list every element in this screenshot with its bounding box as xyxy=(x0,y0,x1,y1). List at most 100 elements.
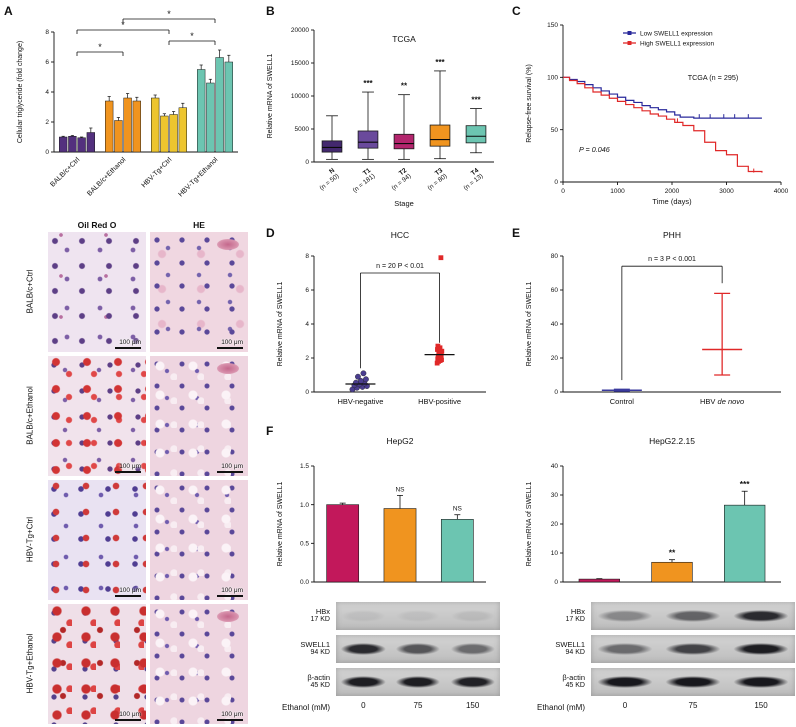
svg-text:0: 0 xyxy=(305,389,309,396)
histology-row-label-balbc-ethanol: BALB/c+Ethanol xyxy=(25,386,35,445)
blot-row: HBx 17 KD xyxy=(505,602,795,630)
oil-red-o-micrograph: 100 μm xyxy=(48,232,146,352)
svg-text:BALB/c+Ctrl: BALB/c+Ctrl xyxy=(49,156,81,188)
blot-protein-label: HBx 17 KD xyxy=(310,606,330,624)
scale-bar: 100 μm xyxy=(115,711,141,721)
blot-protein-label: HBx 17 KD xyxy=(565,606,585,624)
blot-image xyxy=(591,635,795,663)
scale-bar: 100 μm xyxy=(115,463,141,473)
panel-f-hepg2215-bar-chart: 0 10 20 30 40 Relative mRNA of SWELL1 HepG2.2.… xyxy=(526,436,781,586)
panel-label-f: F xyxy=(266,424,274,438)
protein-band xyxy=(733,676,789,688)
svg-text:80: 80 xyxy=(551,253,559,260)
scale-bar: 100 μm xyxy=(217,711,243,721)
protein-band xyxy=(597,643,653,655)
scale-bar: 100 μm xyxy=(217,587,243,597)
ethanol-axis-label: Ethanol (mM) xyxy=(536,702,585,712)
stain-header-he: HE xyxy=(193,220,205,230)
svg-text:Stage: Stage xyxy=(394,199,414,208)
svg-text:Relative mRNA of SWELL1: Relative mRNA of SWELL1 xyxy=(526,281,533,366)
svg-text:HBV-Tg+Ethanol: HBV-Tg+Ethanol xyxy=(177,156,219,198)
svg-text:HBV-positive: HBV-positive xyxy=(418,397,461,406)
protein-band xyxy=(733,643,789,655)
svg-text:N(n = 50): N(n = 50) xyxy=(314,167,341,192)
ethanol-concentration: 150 xyxy=(465,701,480,710)
svg-text:T2(n = 94): T2(n = 94) xyxy=(386,167,413,192)
panel-label-b: B xyxy=(266,4,275,18)
protein-band xyxy=(341,676,386,688)
svg-text:10000: 10000 xyxy=(291,93,309,100)
svg-text:4: 4 xyxy=(305,321,309,328)
protein-band xyxy=(665,676,721,688)
blot-row: β-actin 45 KD xyxy=(250,668,500,696)
protein-band xyxy=(665,610,721,622)
oil-red-o-micrograph: 100 μm xyxy=(48,356,146,476)
svg-text:***: *** xyxy=(740,479,751,489)
protein-band xyxy=(395,676,441,688)
ethanol-axis-label: Ethanol (mM) xyxy=(281,702,330,712)
svg-text:6: 6 xyxy=(45,59,49,66)
svg-text:NS: NS xyxy=(395,486,405,493)
svg-text:0.0: 0.0 xyxy=(300,579,309,586)
svg-text:T1(n = 181): T1(n = 181) xyxy=(347,167,377,194)
svg-text:HCC: HCC xyxy=(391,230,409,240)
svg-text:60: 60 xyxy=(551,287,559,294)
panel-label-c: C xyxy=(512,4,521,18)
svg-text:n = 20 P < 0.01: n = 20 P < 0.01 xyxy=(376,263,424,270)
blot-image xyxy=(591,668,795,696)
svg-text:Relative mRNA of SWELL1: Relative mRNA of SWELL1 xyxy=(277,481,284,566)
svg-text:*: * xyxy=(190,31,194,41)
svg-text:n = 3 P < 0.001: n = 3 P < 0.001 xyxy=(648,256,696,263)
svg-text:HBV de novo: HBV de novo xyxy=(700,397,744,406)
svg-text:4: 4 xyxy=(45,89,49,96)
svg-text:Relative mRNA of SWELL1: Relative mRNA of SWELL1 xyxy=(267,53,274,138)
blot-row: HBx 17 KD xyxy=(250,602,500,630)
blot-protein-label: SWELL1 94 KD xyxy=(555,639,585,657)
svg-text:15000: 15000 xyxy=(291,60,309,67)
svg-text:PHH: PHH xyxy=(663,230,681,240)
svg-text:TCGA: TCGA xyxy=(392,34,416,44)
svg-text:1.0: 1.0 xyxy=(300,502,309,509)
histology-row-label-hbvtg-ctrl: HBV-Tg+Ctrl xyxy=(25,516,35,563)
histology-row-label-balbc-ctrl: BALB/c+Ctrl xyxy=(25,269,35,314)
svg-text:Low SWELL1 expression: Low SWELL1 expression xyxy=(640,30,713,37)
svg-text:0: 0 xyxy=(45,149,49,156)
svg-text:0.5: 0.5 xyxy=(300,541,309,548)
svg-text:1000: 1000 xyxy=(610,188,625,195)
blot-row: β-actin 45 KD xyxy=(505,668,795,696)
svg-text:0: 0 xyxy=(554,389,558,396)
svg-text:High SWELL1 expression: High SWELL1 expression xyxy=(640,40,714,47)
protein-band xyxy=(665,643,721,655)
panel-b-tcga-boxplot: 0 5000 10000 15000 20000 Relative mRNA of SWE… xyxy=(267,27,494,208)
ethanol-concentration: 150 xyxy=(754,701,768,710)
panel-f-hepg2-bar-chart: 0.0 0.5 1.0 1.5 Relative mRNA of SWELL1 HepG2… xyxy=(277,436,486,586)
panel-e-phh-plot: 0 20 40 60 80 Relative mRNA of SWELL1 PHH Contr… xyxy=(526,230,781,406)
svg-text:Cellular triglyceride (fold ch: Cellular triglyceride (fold change) xyxy=(17,41,24,143)
western-blot-panel-hepg2215: HBx 17 KD SWELL1 94 KD β-actin 45 KD Ethanol (… xyxy=(505,602,795,714)
ethanol-concentration: 0 xyxy=(361,701,366,710)
svg-text:2: 2 xyxy=(305,355,309,362)
protein-band xyxy=(597,676,653,688)
svg-text:0: 0 xyxy=(554,179,558,186)
protein-band xyxy=(733,610,789,622)
svg-text:30: 30 xyxy=(551,492,559,499)
ethanol-concentration: 75 xyxy=(688,701,698,710)
panel-label-d: D xyxy=(266,226,275,240)
svg-text:Time (days): Time (days) xyxy=(652,197,692,206)
svg-text:2: 2 xyxy=(45,119,49,126)
svg-text:HBV-Tg+Ctrl: HBV-Tg+Ctrl xyxy=(141,156,174,189)
svg-text:50: 50 xyxy=(551,127,559,134)
protein-band xyxy=(597,610,653,622)
svg-text:BALB/c+Ethanol: BALB/c+Ethanol xyxy=(86,156,127,197)
panel-d-hcc-scatter-plot: 0 2 4 6 8 Relative mRNA of SWELL1 HCC HBV-negat… xyxy=(277,230,486,406)
svg-text:5000: 5000 xyxy=(295,126,310,133)
stain-header-oil-red-o: Oil Red O xyxy=(77,220,117,230)
svg-text:T3(n = 80): T3(n = 80) xyxy=(422,167,449,192)
svg-text:P = 0.046: P = 0.046 xyxy=(579,145,610,154)
svg-text:**: ** xyxy=(669,548,676,558)
svg-text:1.5: 1.5 xyxy=(300,463,309,470)
he-micrograph: 100 μm xyxy=(150,604,248,724)
oil-red-o-micrograph: 100 μm xyxy=(48,480,146,600)
svg-text:8: 8 xyxy=(305,253,309,260)
